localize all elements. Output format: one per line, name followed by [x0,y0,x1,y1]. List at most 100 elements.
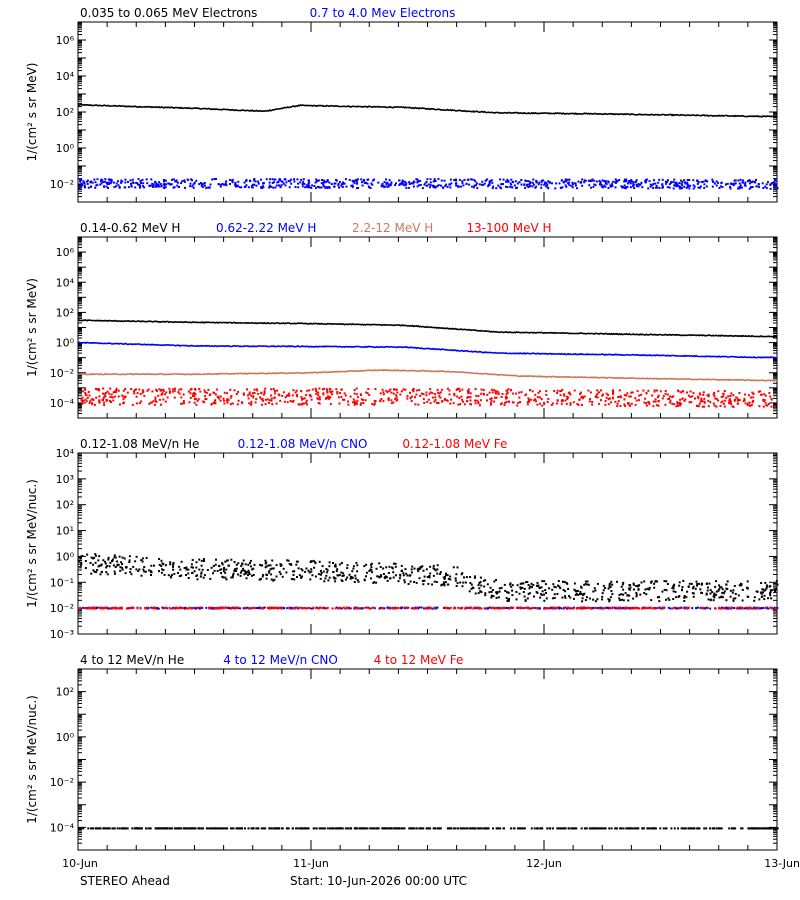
data-point [595,827,598,830]
data-point [201,568,204,571]
data-point [103,401,106,404]
data-point [200,559,203,562]
data-point [668,186,671,189]
data-point [106,827,109,830]
data-point [99,827,102,830]
data-point [752,827,755,830]
data-point [511,589,514,592]
data-point [227,606,230,609]
data-point [257,392,260,395]
data-point [103,607,106,610]
data-point [654,182,657,185]
data-point [284,396,287,399]
data-point [242,393,245,396]
data-point [552,607,555,610]
data-point [187,390,190,393]
data-point [485,827,487,830]
data-point [155,388,158,391]
data-point [649,607,651,610]
data-point [87,827,90,830]
data-point [203,182,206,185]
data-point [769,606,772,609]
data-point [712,393,715,396]
data-point [652,827,655,830]
data-point [461,606,464,609]
data-point [139,186,142,189]
data-point [714,397,717,400]
data-point [509,185,512,188]
data-point [429,184,432,187]
data-point [87,391,90,393]
data-point [672,187,675,190]
data-point [434,396,437,399]
data-point [616,402,619,405]
data-point [337,574,339,577]
data-point [439,396,442,399]
data-point [109,182,112,185]
data-point [231,576,234,578]
data-point [379,566,382,568]
data-point [686,184,689,187]
data-point [188,606,191,609]
data-point [692,592,695,595]
data-point [140,559,143,562]
data-point [412,827,415,830]
data-point [121,394,124,397]
data-point [157,394,160,397]
data-point [732,184,735,187]
data-point [428,576,431,579]
data-point [464,607,467,610]
data-point [187,577,190,579]
data-point [703,400,706,403]
data-point [369,187,372,189]
data-point [176,827,179,830]
data-point [729,182,732,185]
data-point [328,181,331,184]
data-point [311,184,314,187]
data-point [633,607,636,609]
data-point [678,584,681,587]
data-point [438,827,441,830]
data-point [189,185,192,188]
data-point [294,185,297,188]
data-point [380,574,382,577]
data-point [201,186,204,189]
data-point [78,187,81,190]
data-point [141,178,144,181]
data-point [460,395,463,398]
data-point [769,827,772,830]
panel-1-frame [77,21,778,203]
data-point [774,588,777,590]
data-point [769,591,772,594]
data-point [292,399,295,402]
data-point [148,184,151,187]
data-point [705,593,708,596]
data-point [632,583,635,586]
data-point [112,391,115,394]
data-point [404,568,407,571]
data-point [731,183,734,186]
data-point [375,581,378,584]
data-point [679,398,682,401]
data-point [564,596,567,599]
data-point [307,607,309,609]
data-point [154,400,157,403]
data-point [583,827,586,830]
data-point [569,393,572,396]
data-point [490,607,493,610]
data-point [151,390,154,393]
data-point [395,394,398,397]
data-point [429,606,432,609]
data-point [368,394,371,396]
data-point [393,827,396,830]
data-point [94,186,97,189]
data-point [497,392,500,395]
data-point [522,827,525,830]
data-point [718,584,721,587]
data-point [290,178,293,181]
data-point [658,600,661,603]
data-point [711,185,714,188]
data-point [732,599,735,602]
data-point [669,607,672,610]
data-point [574,589,577,592]
